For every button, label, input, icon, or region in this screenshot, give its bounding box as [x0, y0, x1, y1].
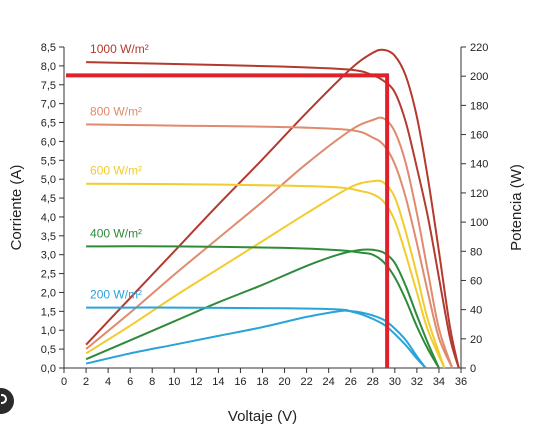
y-left-tick-label: 6,0: [41, 136, 56, 148]
x-tick-label: 34: [433, 376, 445, 388]
x-tick-label: 8: [149, 376, 155, 388]
y-axis-left-title: Corriente (A): [8, 165, 25, 251]
y-axis-right-title: Potencia (W): [508, 164, 525, 251]
series-label-4: 200 W/m²: [90, 288, 142, 302]
series-label-3: 400 W/m²: [90, 226, 142, 240]
y-left-tick-label: 3,0: [41, 250, 56, 262]
y-left-tick-label: 7,0: [41, 99, 56, 111]
y-left-tick-label: 6,5: [41, 118, 56, 130]
y-right-tick-label: 60: [470, 275, 482, 287]
x-tick-label: 12: [190, 376, 202, 388]
y-left-tick-label: 4,0: [41, 212, 56, 224]
badge-icon[interactable]: [0, 388, 14, 414]
current-curve-4: [86, 306, 427, 369]
x-tick-label: 26: [345, 376, 357, 388]
y-right-tick-label: 40: [470, 305, 482, 317]
y-left-tick-label: 3,5: [41, 231, 56, 243]
series-label-1: 800 W/m²: [90, 104, 142, 118]
current-curve-2: [86, 182, 446, 369]
curves: [85, 48, 460, 369]
series-label-2: 600 W/m²: [90, 164, 142, 178]
y-right-tick-label: 180: [470, 100, 488, 112]
x-tick-label: 0: [61, 376, 67, 388]
y-right-tick-label: 160: [470, 130, 488, 142]
x-tick-label: 4: [105, 376, 111, 388]
y-right-tick-label: 100: [470, 217, 488, 229]
x-tick-label: 16: [234, 376, 246, 388]
y-left-tick-label: 2,5: [41, 269, 56, 281]
y-left-tick-label: 4,5: [41, 193, 56, 205]
x-tick-label: 2: [83, 376, 89, 388]
x-tick-label: 36: [455, 376, 467, 388]
power-curve-2: [85, 179, 446, 369]
power-curve-3: [85, 248, 440, 369]
current-curve-0: [86, 61, 460, 369]
y-left-tick-label: 2,0: [41, 287, 56, 299]
y-left-tick-label: 5,5: [41, 155, 56, 167]
x-tick-label: 30: [389, 376, 401, 388]
labels: Voltaje (V)Corriente (A) Potencia (W)1000…: [8, 42, 525, 425]
y-right-tick-label: 220: [470, 42, 488, 54]
y-left-tick-label: 8,5: [41, 42, 56, 54]
x-tick-label: 20: [278, 376, 290, 388]
y-left-tick-label: 0,5: [41, 344, 56, 356]
y-right-tick-label: 120: [470, 188, 488, 200]
x-tick-label: 14: [212, 376, 224, 388]
annotation: [66, 73, 390, 368]
x-tick-label: 22: [300, 376, 312, 388]
x-tick-label: 10: [168, 376, 180, 388]
y-right-tick-label: 200: [470, 71, 488, 83]
y-left-tick-label: 8,0: [41, 61, 56, 73]
x-tick-label: 18: [256, 376, 268, 388]
x-tick-label: 32: [411, 376, 423, 388]
power-curve-1: [85, 116, 454, 369]
x-tick-label: 28: [367, 376, 379, 388]
y-right-tick-label: 20: [470, 334, 482, 346]
x-tick-label: 6: [127, 376, 133, 388]
axes: 0 2 4 6 8 10 12 14 16 18 20 22 24 26 28 30 32 34 360,00,51…: [41, 42, 489, 388]
y-left-tick-label: 1,5: [41, 306, 56, 318]
x-tick-label: 24: [323, 376, 335, 388]
y-left-tick-label: 1,0: [41, 325, 56, 337]
y-left-tick-label: 7,5: [41, 80, 56, 92]
current-curve-3: [86, 245, 440, 369]
power-curve-0: [85, 48, 460, 369]
y-left-tick-label: 0,0: [41, 363, 56, 375]
y-right-tick-label: 0: [470, 363, 476, 375]
x-axis-title: Voltaje (V): [228, 408, 297, 425]
y-right-tick-label: 80: [470, 246, 482, 258]
y-right-tick-label: 140: [470, 159, 488, 171]
series-label-0: 1000 W/m²: [90, 42, 149, 56]
y-left-tick-label: 5,0: [41, 174, 56, 186]
